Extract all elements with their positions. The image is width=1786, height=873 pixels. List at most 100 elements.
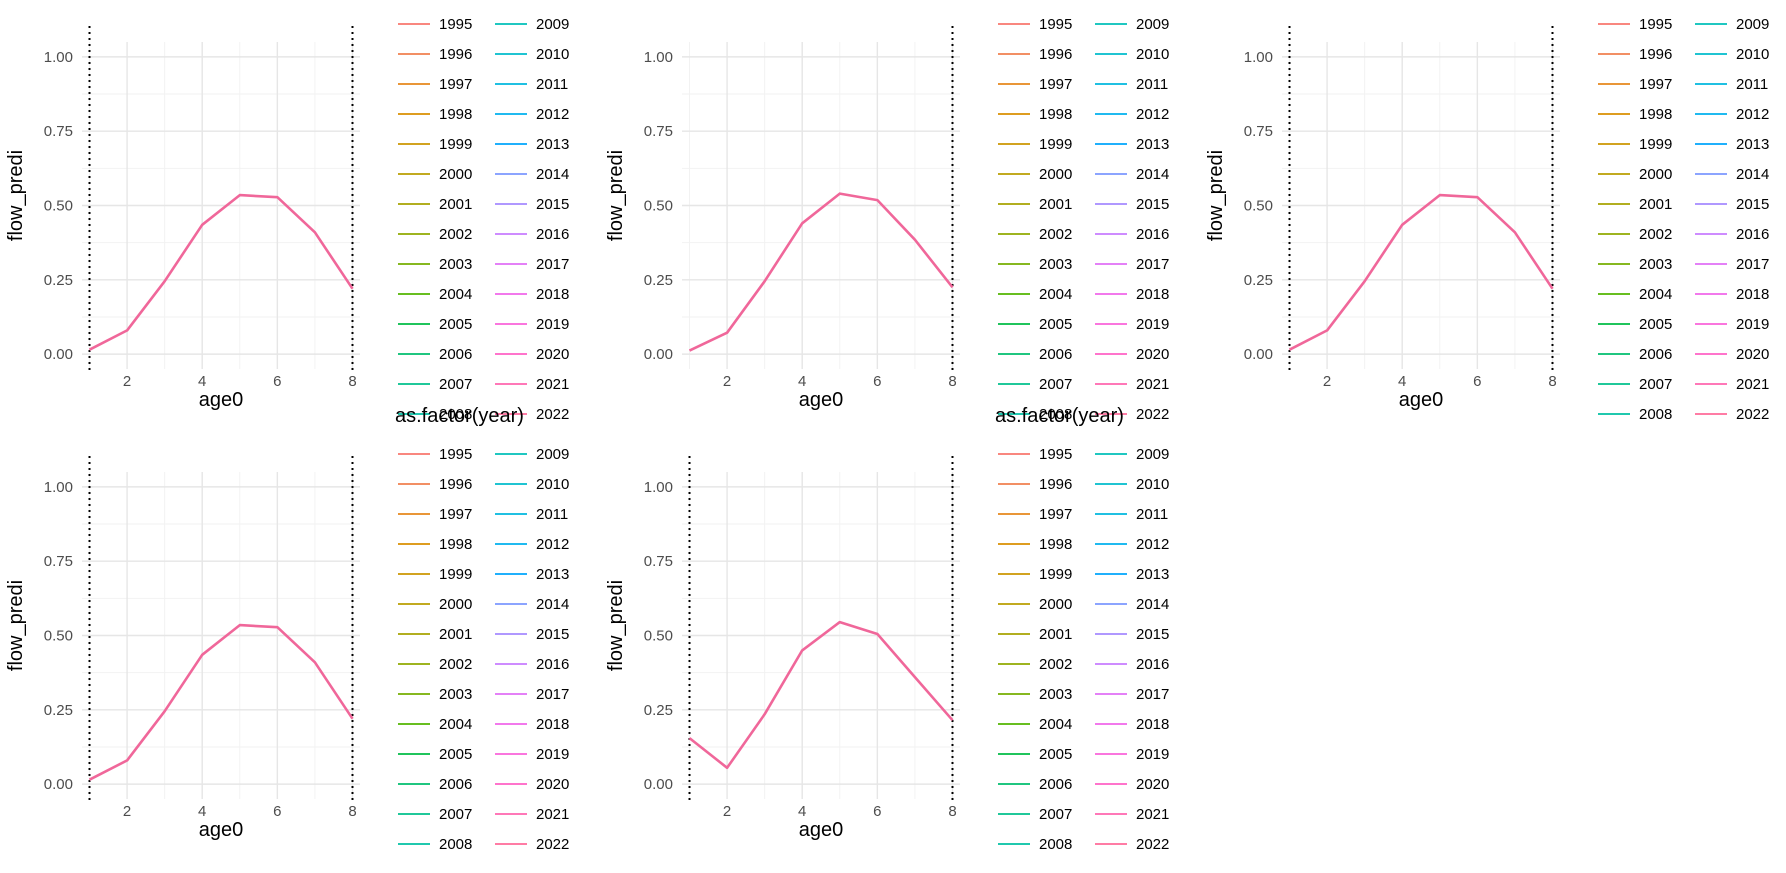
y-tick-label: 0.50 [1244, 198, 1273, 215]
x-axis-label: age0 [799, 819, 844, 841]
legend-label: 2004 [1039, 286, 1072, 303]
legend-label: 2014 [536, 596, 569, 613]
legend-label: 2018 [1736, 286, 1769, 303]
x-tick-label: 6 [873, 373, 881, 390]
legend-label: 2007 [439, 806, 472, 823]
x-tick-label: 4 [798, 373, 806, 390]
legend-label: 2012 [1736, 106, 1769, 123]
y-tick-label: 1.00 [44, 479, 73, 496]
legend-label: 2000 [439, 596, 472, 613]
legend-label: 2017 [1136, 686, 1169, 703]
legend-label: 2003 [1039, 686, 1072, 703]
legend-label: 1999 [439, 566, 472, 583]
y-tick-label: 0.25 [644, 702, 673, 719]
legend-label: 2006 [1039, 346, 1072, 363]
y-tick-label: 0.75 [644, 553, 673, 570]
legend-label: 2020 [536, 776, 569, 793]
legend-label: 1998 [1639, 106, 1672, 123]
legend-label: 2015 [536, 626, 569, 643]
legend-label: 2019 [1136, 746, 1169, 763]
legend-label: 2003 [439, 256, 472, 273]
legend-label: 2012 [1136, 536, 1169, 553]
legend-label: 2019 [536, 746, 569, 763]
legend-label: 2004 [1639, 286, 1672, 303]
legend-title: as.factor(year) [995, 405, 1124, 427]
legend-label: 2021 [536, 806, 569, 823]
legend-label: 2003 [1639, 256, 1672, 273]
legend-label: 2011 [1136, 506, 1168, 523]
legend-label: 2002 [1039, 656, 1072, 673]
x-axis-label: age0 [1399, 389, 1444, 411]
legend-label: 1998 [1039, 536, 1072, 553]
legend-label: 2006 [439, 346, 472, 363]
series-line [688, 620, 954, 770]
legend-label: 2002 [439, 226, 472, 243]
legend-label: 2004 [439, 286, 472, 303]
legend-label: 2021 [1136, 376, 1169, 393]
legend-label: 2009 [1736, 16, 1769, 33]
legend-label: 2011 [1736, 76, 1768, 93]
legend-label: 1995 [439, 16, 472, 33]
x-tick-label: 8 [948, 373, 956, 390]
legend-label: 2009 [1136, 446, 1169, 463]
legend-label: 1995 [439, 446, 472, 463]
legend-label: 2022 [1136, 406, 1169, 423]
series-line [88, 193, 354, 351]
legend-label: 2001 [1639, 196, 1672, 213]
y-tick-label: 0.00 [44, 776, 73, 793]
legend-label: 2020 [1136, 346, 1169, 363]
legend-label: 2021 [536, 376, 569, 393]
series-line [688, 192, 954, 352]
legend-label: 2000 [439, 166, 472, 183]
legend-label: 2012 [536, 106, 569, 123]
legend-label: 2017 [536, 256, 569, 273]
legend: 1995 1996 1997 1998 1999 2000 2001 2002 2003 2004… [398, 446, 569, 853]
legend-label: 1996 [439, 46, 472, 63]
legend-label: 2015 [1136, 196, 1169, 213]
legend-label: 2014 [1136, 596, 1169, 613]
legend-label: 2013 [1136, 136, 1169, 153]
legend-label: 2013 [1136, 566, 1169, 583]
legend-label: 2005 [1639, 316, 1672, 333]
legend-label: 2006 [1639, 346, 1672, 363]
y-tick-label: 1.00 [644, 49, 673, 66]
legend-label: 2001 [1039, 626, 1072, 643]
y-axis-label: flow_predi [605, 150, 627, 241]
legend-label: 2011 [536, 506, 568, 523]
legend-label: 2015 [1136, 626, 1169, 643]
legend-label: 2006 [439, 776, 472, 793]
chart-panel-4: 0.00 0.25 0.50 0.75 1.00 2 4 6 8 age0 flow_predi 19… [5, 446, 569, 853]
legend-label: 2008 [1039, 406, 1072, 423]
x-tick-label: 4 [198, 803, 206, 820]
y-tick-label: 0.25 [44, 702, 73, 719]
chart-panel-2: 0.00 0.25 0.50 0.75 1.00 2 4 6 8 age0 flow_predi 19… [605, 16, 1169, 427]
legend-label: 2016 [1736, 226, 1769, 243]
chart-panel-1: 0.00 0.25 0.50 0.75 1.00 2 4 6 8 age0 flow_predi 19… [5, 16, 569, 427]
legend-label: 2017 [1136, 256, 1169, 273]
y-axis-label: flow_predi [1205, 150, 1227, 241]
legend-label: 2005 [439, 746, 472, 763]
legend-label: 2008 [439, 406, 472, 423]
legend-label: 2001 [439, 196, 472, 213]
y-tick-label: 0.50 [44, 198, 73, 215]
x-tick-label: 8 [348, 373, 356, 390]
y-tick-label: 1.00 [644, 479, 673, 496]
legend-label: 2013 [536, 566, 569, 583]
x-tick-label: 2 [123, 803, 131, 820]
y-tick-label: 0.50 [644, 198, 673, 215]
legend-label: 2020 [536, 346, 569, 363]
legend-label: 2014 [1136, 166, 1169, 183]
legend-label: 2017 [536, 686, 569, 703]
legend-label: 2018 [536, 716, 569, 733]
y-tick-label: 0.75 [1244, 123, 1273, 140]
legend-label: 2013 [536, 136, 569, 153]
x-tick-label: 4 [798, 803, 806, 820]
y-tick-label: 0.00 [1244, 346, 1273, 363]
legend-label: 1997 [1039, 76, 1072, 93]
legend-label: 2008 [1639, 406, 1672, 423]
legend: 1995 1996 1997 1998 1999 2000 2001 2002 2003 2004… [998, 446, 1169, 853]
y-axis-label: flow_predi [5, 150, 27, 241]
legend-label: 1997 [1639, 76, 1672, 93]
x-tick-label: 6 [873, 803, 881, 820]
